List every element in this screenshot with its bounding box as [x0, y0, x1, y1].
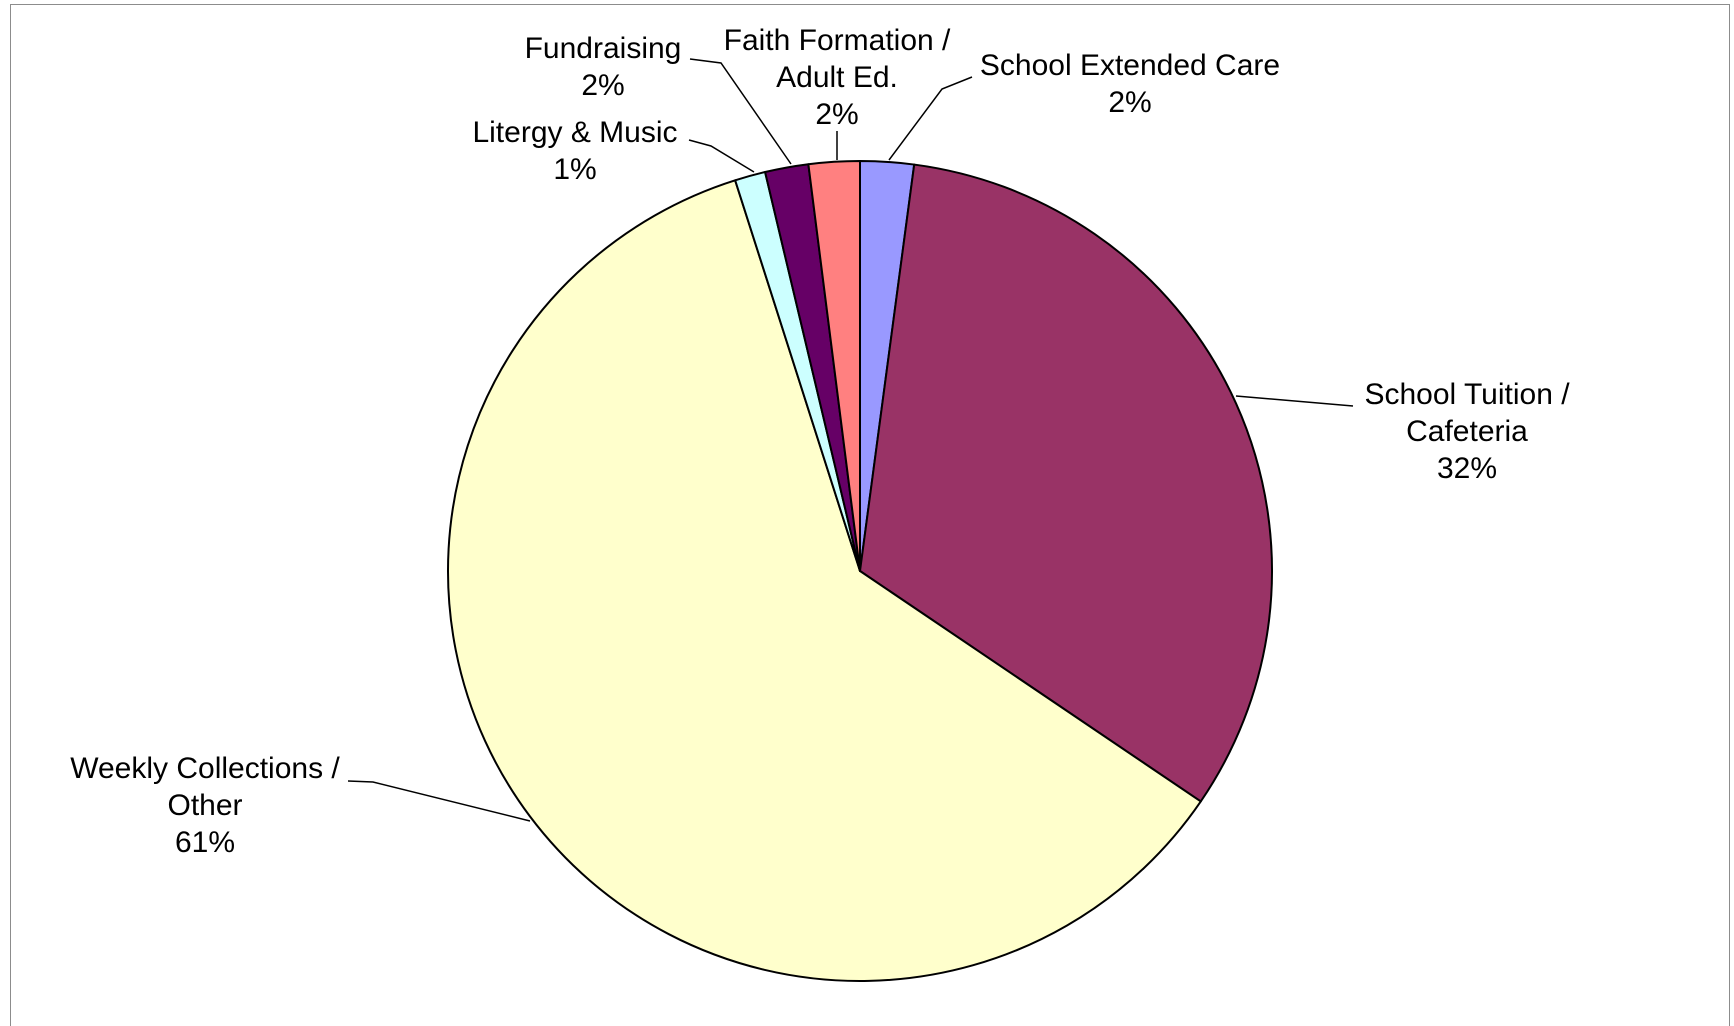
slice-labels: School Extended Care 2% School Tuition / Ca…	[70, 24, 1570, 859]
pie-slices	[447, 159, 1273, 982]
pie-slice-5	[807, 159, 861, 572]
leader-line-2	[347, 780, 531, 822]
slice-percent-label-3: 1%	[553, 153, 596, 186]
slice-percent-label-4: 2%	[581, 69, 624, 102]
slice-label-1: Cafeteria	[1406, 415, 1528, 448]
leader-lines	[347, 58, 1354, 822]
slice-label-1: School Tuition /	[1364, 378, 1570, 411]
slice-label-5: Adult Ed.	[776, 61, 898, 94]
slice-percent-label-1: 32%	[1437, 452, 1497, 485]
slice-label-5: Faith Formation /	[724, 24, 951, 57]
pie-slice-1	[859, 163, 1273, 803]
slice-label-0: School Extended Care	[980, 49, 1280, 82]
slice-percent-label-0: 2%	[1108, 86, 1151, 119]
slice-label-2: Other	[167, 789, 242, 822]
leader-line-4	[689, 58, 792, 165]
pie-slice-2	[447, 179, 1202, 982]
slice-label-2: Weekly Collections /	[70, 752, 340, 785]
leader-line-1	[1235, 395, 1354, 407]
slice-label-4: Fundraising	[525, 32, 682, 65]
leader-line-3	[688, 139, 755, 173]
slice-percent-label-5: 2%	[815, 98, 858, 131]
leader-line-0	[888, 76, 973, 161]
slice-percent-label-2: 61%	[175, 826, 235, 859]
slice-label-3: Litergy & Music	[472, 116, 677, 149]
